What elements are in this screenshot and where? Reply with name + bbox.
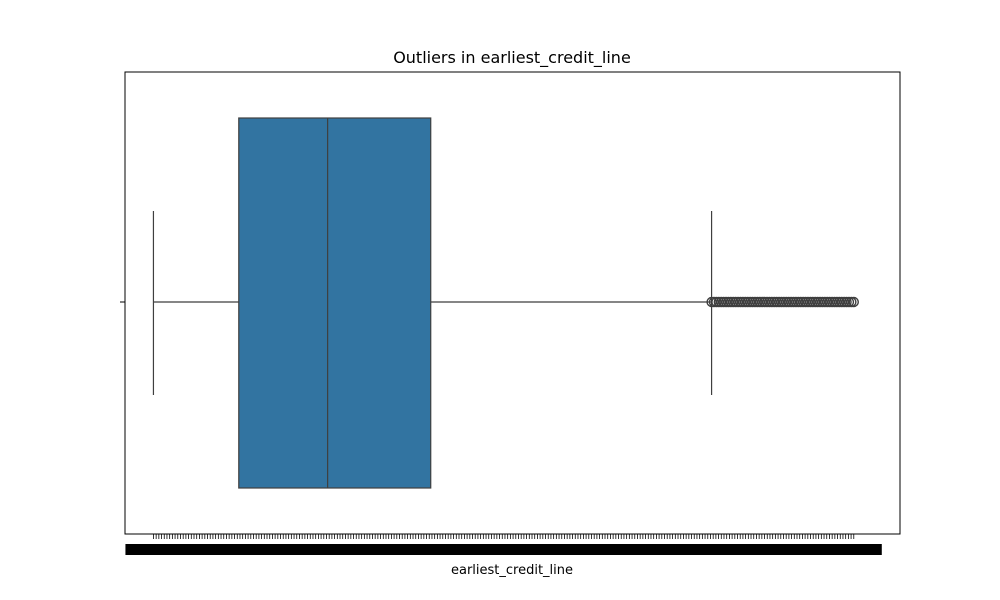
chart-title: Outliers in earliest_credit_line	[393, 48, 631, 68]
x-tick-label-band	[125, 544, 882, 555]
x-tick-labels	[125, 544, 882, 555]
outlier-point	[848, 296, 859, 308]
outlier-points	[706, 296, 859, 308]
x-axis-label: earliest_credit_line	[451, 563, 573, 578]
x-tick-marks	[153, 534, 855, 539]
iqr-box	[238, 117, 432, 489]
whiskers	[152, 211, 713, 395]
